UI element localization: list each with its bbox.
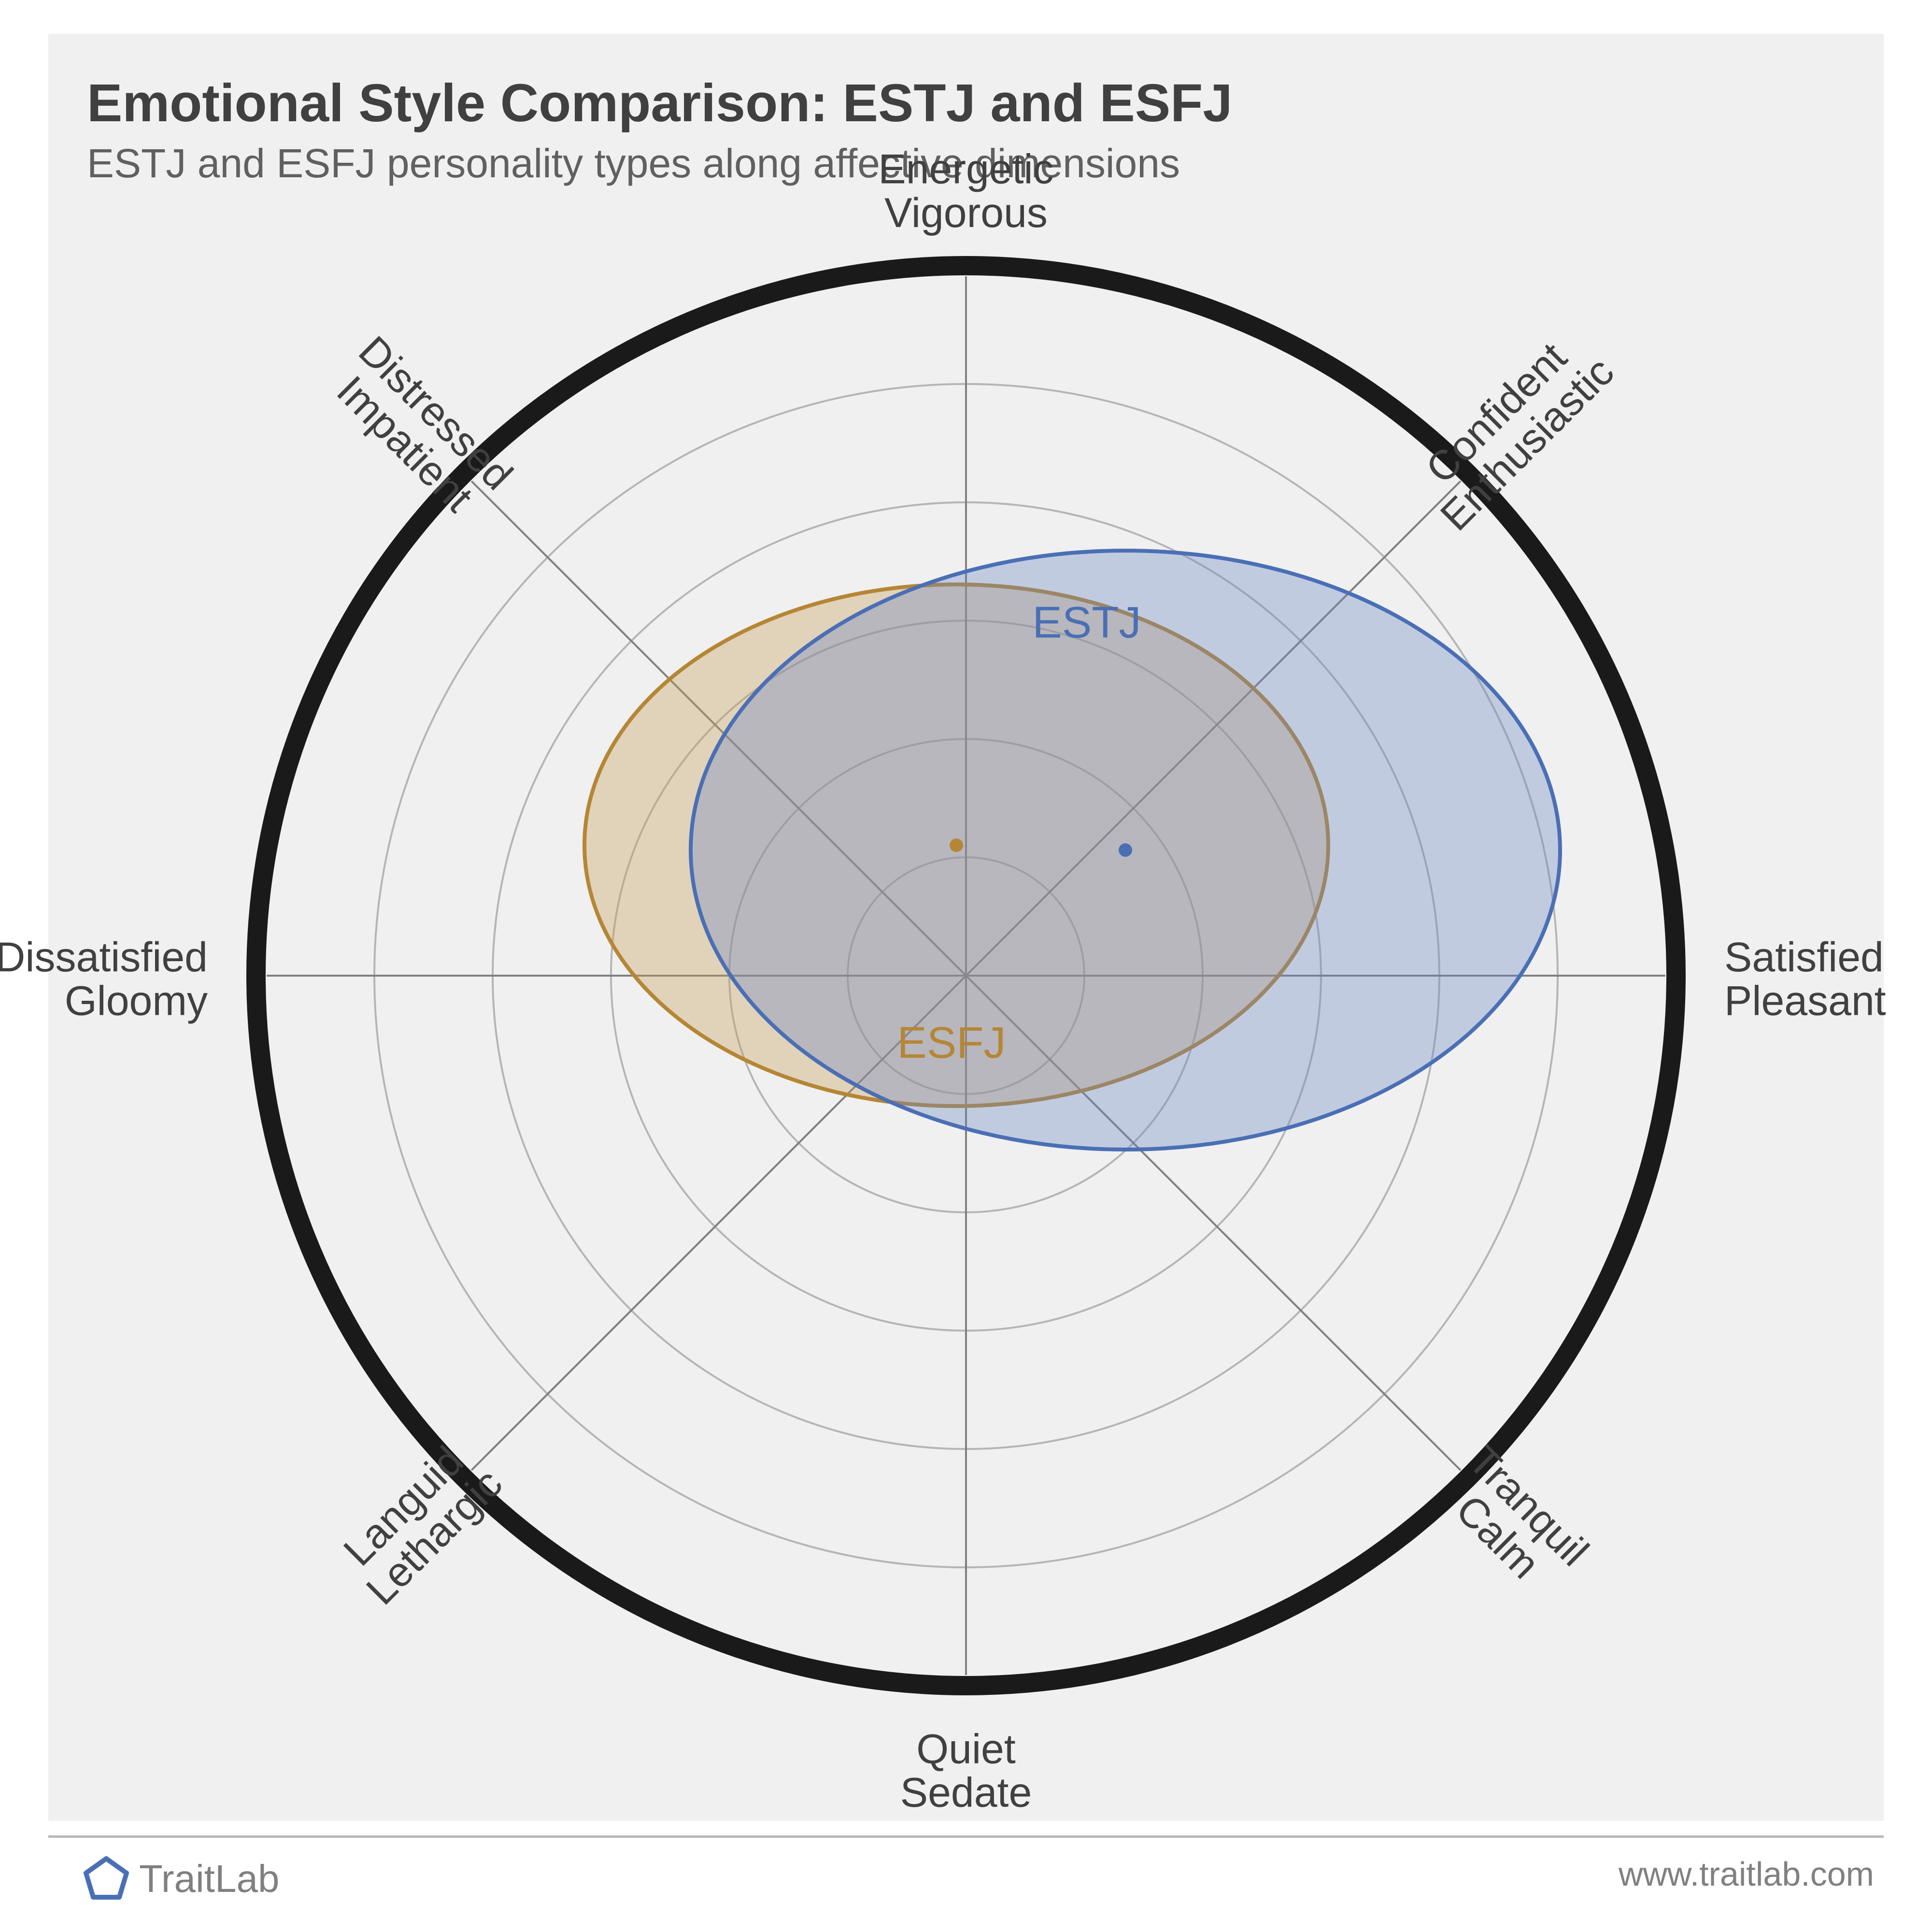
series-center-dot bbox=[950, 838, 963, 852]
brand-url: www.traitlab.com bbox=[1619, 1855, 1874, 1893]
axis-label-line: Sedate bbox=[900, 1770, 1032, 1816]
axis-label: EnergeticVigorous bbox=[878, 146, 1053, 236]
brand-name: TraitLab bbox=[139, 1857, 280, 1901]
axis-label-line: Energetic bbox=[878, 146, 1053, 193]
footer-divider bbox=[48, 1835, 1884, 1838]
axis-label: DissatisfiedGloomy bbox=[0, 934, 208, 1024]
axis-label-line: Pleasant bbox=[1724, 978, 1886, 1024]
series-center-dot bbox=[1119, 843, 1132, 857]
axis-label-line: Dissatisfied bbox=[0, 934, 208, 980]
series-label: ESFJ bbox=[897, 1018, 1006, 1067]
axis-label-line: Satisfied bbox=[1724, 934, 1884, 980]
brand-logo-icon bbox=[82, 1855, 130, 1903]
axis-label: QuietSedate bbox=[900, 1726, 1032, 1816]
axis-label-line: Quiet bbox=[916, 1726, 1016, 1772]
axis-label: ConfidentEnthusiastic bbox=[1401, 317, 1623, 540]
axis-label: SatisfiedPleasant bbox=[1724, 934, 1886, 1024]
series-label: ESTJ bbox=[1033, 598, 1141, 647]
circumplex-chart: EnergeticVigorous ConfidentEnthusiastic Sa… bbox=[0, 0, 1932, 1932]
brand: TraitLab bbox=[82, 1855, 280, 1903]
axis-label-line: Vigorous bbox=[884, 190, 1048, 236]
axis-label-line: Gloomy bbox=[65, 978, 208, 1024]
